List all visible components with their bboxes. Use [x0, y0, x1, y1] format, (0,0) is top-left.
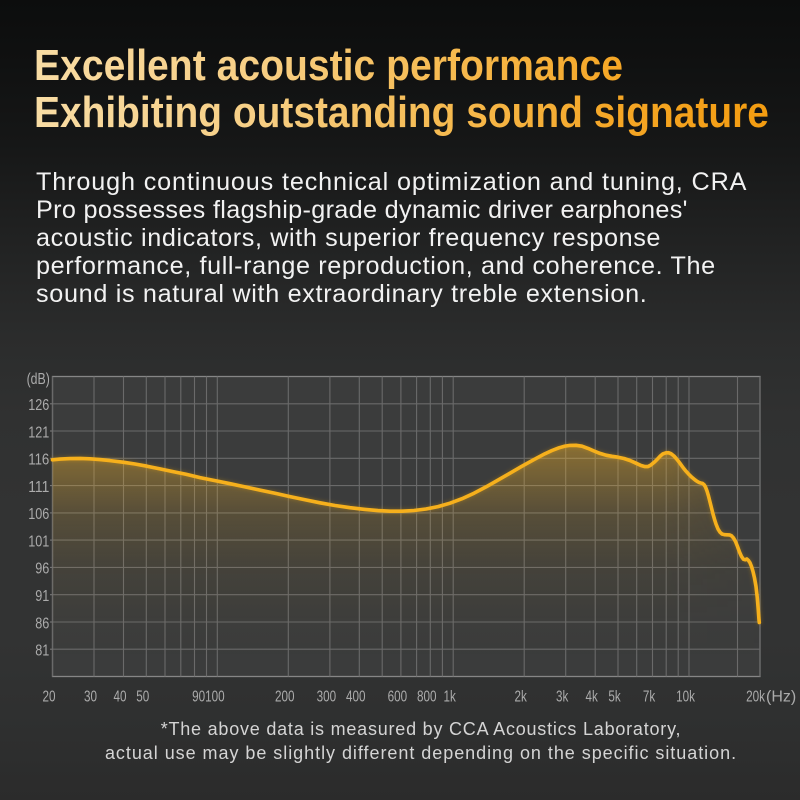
svg-text:40: 40 [114, 689, 127, 706]
svg-text:2k: 2k [515, 689, 528, 706]
svg-text:86: 86 [35, 615, 49, 632]
svg-text:30: 30 [84, 689, 97, 706]
svg-text:600: 600 [388, 689, 408, 706]
svg-text:81: 81 [35, 643, 49, 660]
svg-text:121: 121 [28, 424, 49, 441]
svg-text:111: 111 [28, 479, 49, 496]
svg-text:400: 400 [346, 689, 366, 706]
svg-text:106: 106 [28, 506, 49, 523]
svg-text:(dB): (dB) [27, 371, 50, 388]
svg-text:200: 200 [275, 689, 295, 706]
svg-text:101: 101 [28, 533, 49, 550]
svg-text:116: 116 [28, 452, 49, 469]
svg-text:(Hz): (Hz) [766, 689, 796, 706]
svg-text:90100: 90100 [192, 689, 225, 706]
svg-text:20k: 20k [746, 689, 766, 706]
svg-text:96: 96 [35, 561, 49, 578]
svg-text:3k: 3k [556, 689, 569, 706]
svg-text:91: 91 [35, 588, 49, 605]
svg-text:4k: 4k [586, 689, 599, 706]
svg-text:300: 300 [317, 689, 337, 706]
svg-text:20: 20 [43, 689, 56, 706]
svg-text:1k: 1k [444, 689, 457, 706]
svg-text:7k: 7k [643, 689, 656, 706]
svg-text:5k: 5k [608, 689, 621, 706]
svg-text:50: 50 [136, 689, 149, 706]
svg-text:800: 800 [417, 689, 437, 706]
svg-text:126: 126 [28, 397, 49, 414]
svg-text:10k: 10k [676, 689, 696, 706]
